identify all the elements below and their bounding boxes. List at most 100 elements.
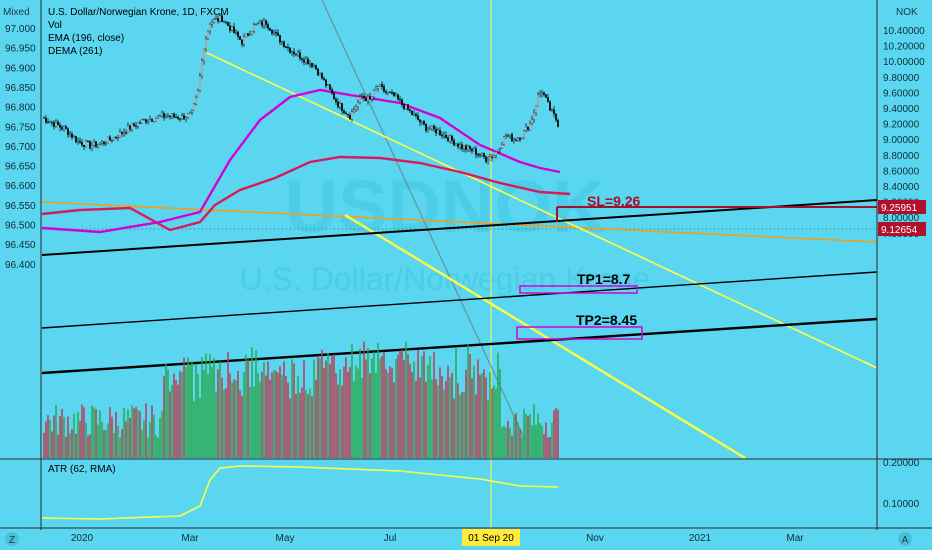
volume-bar: [81, 404, 83, 458]
volume-bar: [405, 341, 407, 458]
candle-body: [99, 142, 101, 145]
volume-bar: [441, 375, 443, 458]
candle-body: [347, 113, 349, 116]
volume-bar: [75, 433, 77, 458]
volume-bar: [487, 400, 489, 458]
auto-button[interactable]: A: [902, 535, 909, 546]
candle-body: [555, 113, 557, 121]
left-axis-tick: 96.800: [5, 103, 36, 114]
volume-bar: [147, 437, 149, 458]
candle-body: [375, 88, 377, 91]
candle-body: [61, 127, 63, 130]
candle-body: [163, 113, 165, 118]
volume-bar: [63, 416, 65, 458]
candle-body: [523, 130, 525, 139]
candle-body: [469, 145, 471, 150]
volume-bar: [197, 373, 199, 458]
volume-bar: [239, 390, 241, 458]
volume-bar: [553, 410, 555, 458]
zoom-button[interactable]: Z: [9, 535, 15, 546]
volume-bar: [101, 421, 103, 458]
volume-bar: [391, 367, 393, 458]
volume-bar: [285, 375, 287, 458]
right-axis-tick: 9.80000: [883, 73, 920, 84]
candle-body: [415, 113, 417, 116]
time-axis-tick: Jul: [384, 533, 397, 544]
volume-bar: [157, 437, 159, 458]
volume-bar: [211, 367, 213, 458]
candle-body: [371, 96, 373, 100]
candle-body: [541, 92, 543, 94]
volume-bar: [267, 361, 269, 458]
candle-body: [153, 121, 155, 123]
candle-body: [517, 137, 519, 141]
candle-body: [115, 137, 117, 139]
candle-body: [367, 96, 369, 102]
candle-body: [275, 32, 277, 34]
candle-body: [131, 123, 133, 130]
candle-body: [339, 103, 341, 108]
volume-bar: [417, 349, 419, 458]
candle-body: [67, 128, 69, 135]
layer-lines: [41, 0, 878, 528]
left-axis-tick: 96.700: [5, 142, 36, 153]
candle-body: [125, 132, 127, 134]
candle-body: [313, 65, 315, 67]
volume-bar: [343, 366, 345, 458]
candle-body: [487, 159, 489, 162]
candle-body: [309, 63, 311, 65]
auto-button-bg[interactable]: [898, 532, 912, 546]
candle-body: [237, 31, 239, 37]
candle-body: [427, 128, 429, 131]
candle-body: [315, 65, 317, 70]
candle-body: [287, 46, 289, 49]
volume-bar: [367, 348, 369, 458]
candle-body: [249, 34, 251, 36]
volume-bar: [503, 425, 505, 458]
volume-bar: [55, 405, 57, 458]
candle-body: [75, 136, 77, 143]
sl-annotation: SL=9.26: [587, 193, 641, 209]
candle-body: [215, 18, 217, 20]
volume-bar: [357, 368, 359, 458]
volume-bar: [319, 358, 321, 458]
candle-body: [403, 104, 405, 110]
candle-body: [475, 148, 477, 155]
candle-body: [109, 136, 111, 140]
volume-bar: [279, 366, 281, 458]
volume-bar: [545, 422, 547, 458]
candle-body: [503, 136, 505, 146]
zoom-button-bg[interactable]: [5, 532, 19, 546]
volume-bar: [153, 414, 155, 458]
candle-body: [405, 104, 407, 110]
volume-bar: [141, 429, 143, 458]
candle-body: [159, 115, 161, 117]
candle-body: [343, 110, 345, 114]
candle-body: [447, 137, 449, 142]
volume-bar: [331, 355, 333, 458]
candle-body: [205, 38, 207, 50]
volume-label: Vol: [48, 20, 62, 31]
orange-trend-line: [41, 201, 878, 243]
volume-bar: [151, 405, 153, 458]
volume-bar: [137, 409, 139, 458]
volume-bar: [291, 359, 293, 458]
volume-bar: [313, 359, 315, 458]
candle-body: [449, 135, 451, 142]
volume-bar: [491, 388, 493, 458]
candle-body: [425, 123, 427, 131]
candle-body: [351, 111, 353, 120]
volume-bar: [407, 354, 409, 458]
time-axis-tick: Mar: [786, 533, 804, 544]
candle-body: [357, 102, 359, 108]
volume-bar: [523, 408, 525, 458]
candle-body: [333, 93, 335, 100]
volume-bar: [203, 369, 205, 458]
left-axis-tick: 96.850: [5, 83, 36, 94]
volume-bar: [201, 357, 203, 458]
candle-body: [285, 46, 287, 48]
candle-body: [329, 84, 331, 90]
volume-bar: [557, 409, 559, 458]
candle-body: [213, 19, 215, 23]
right-axis-tick: 10.40000: [883, 26, 925, 37]
